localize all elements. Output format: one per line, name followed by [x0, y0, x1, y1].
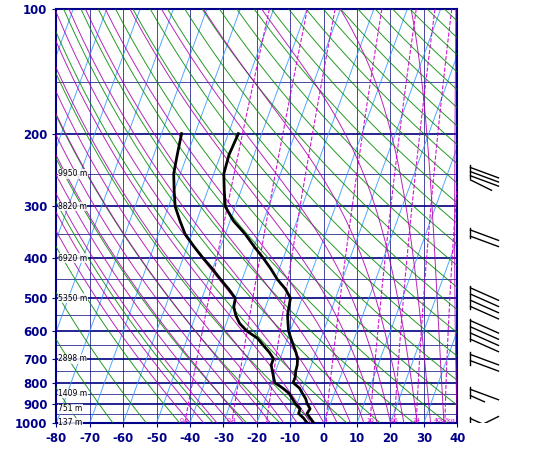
- Text: 1409 m: 1409 m: [58, 389, 87, 398]
- Text: 24: 24: [412, 418, 420, 423]
- Text: 1: 1: [265, 418, 268, 423]
- Text: 6920 m: 6920 m: [58, 254, 87, 263]
- Text: 0.1: 0.1: [180, 418, 190, 423]
- Text: 8820 m: 8820 m: [58, 202, 87, 211]
- Text: 10: 10: [366, 418, 374, 423]
- Text: 0.4: 0.4: [227, 418, 237, 423]
- Text: 40g/kg: 40g/kg: [434, 418, 456, 423]
- Text: 16: 16: [391, 418, 398, 423]
- Text: 2898 m: 2898 m: [58, 354, 87, 363]
- Text: 751 m: 751 m: [58, 404, 82, 413]
- Text: 4: 4: [324, 418, 328, 423]
- Text: 137 m: 137 m: [58, 418, 82, 427]
- Text: 5350 m: 5350 m: [58, 294, 87, 303]
- Text: 9950 m: 9950 m: [58, 169, 87, 178]
